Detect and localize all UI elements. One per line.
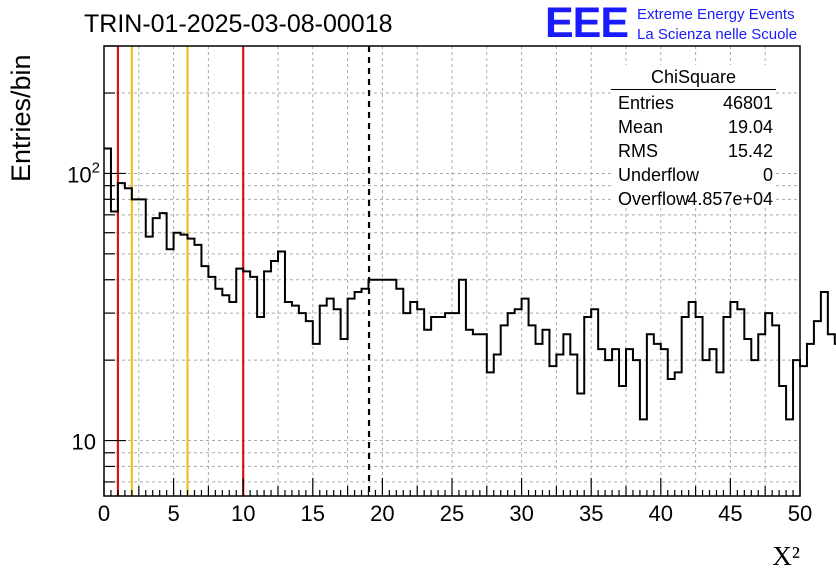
stats-key: Mean xyxy=(618,117,664,137)
stats-row-underflow: Underflow 0 xyxy=(618,165,773,189)
x-tick-label: 45 xyxy=(718,501,742,526)
y-tick-labels: 10 102 xyxy=(67,159,100,454)
x-tick-label: 40 xyxy=(649,501,673,526)
y-tick-label: 10 xyxy=(72,430,96,455)
stats-row-mean: Mean 19.04 xyxy=(618,117,773,141)
eee-logo: EEE xyxy=(545,0,629,47)
stats-value: 0 xyxy=(762,165,773,185)
stats-title: ChiSquare xyxy=(650,67,737,87)
stats-row-rms: RMS 15.42 xyxy=(618,141,773,165)
stats-key: Overflow xyxy=(618,189,690,209)
stats-value: 46801 xyxy=(722,93,773,113)
stats-value: 19.04 xyxy=(727,117,773,137)
brand-line-2: La Scienza nelle Scuole xyxy=(637,26,798,43)
stats-row-overflow: Overflow 4.857e+04 xyxy=(618,189,773,213)
x-tick-label: 5 xyxy=(167,501,179,526)
stats-row-entries: Entries 46801 xyxy=(618,93,773,117)
x-tick-label: 0 xyxy=(98,501,110,526)
x-tick-label: 10 xyxy=(231,501,255,526)
histogram-outline xyxy=(104,147,836,421)
stats-key: Entries xyxy=(618,93,675,113)
x-tick-labels: 0 5 10 15 20 25 30 35 40 45 50 xyxy=(98,501,812,526)
x-axis-title: X² xyxy=(772,541,800,571)
y-tick-label: 102 xyxy=(67,159,100,187)
x-tick-label: 20 xyxy=(370,501,394,526)
x-tick-label: 35 xyxy=(579,501,603,526)
stats-divider xyxy=(611,89,776,90)
chart-title: TRIN-01-2025-03-08-00018 xyxy=(84,10,393,38)
axis-ticks xyxy=(103,45,801,496)
brand-line-1: Extreme Energy Events xyxy=(637,6,795,23)
stats-key: Underflow xyxy=(618,165,700,185)
stats-value: 15.42 xyxy=(727,141,773,161)
x-tick-label: 50 xyxy=(788,501,812,526)
x-tick-label: 30 xyxy=(509,501,533,526)
stats-box: ChiSquare Entries 46801 Mean 19.04 RMS 1… xyxy=(611,65,776,209)
x-tick-label: 25 xyxy=(440,501,464,526)
histogram xyxy=(104,147,836,421)
stats-key: RMS xyxy=(618,141,658,161)
stats-value: 4.857e+04 xyxy=(687,189,773,209)
x-tick-label: 15 xyxy=(301,501,325,526)
y-axis-title: Entries/bin xyxy=(6,54,36,182)
